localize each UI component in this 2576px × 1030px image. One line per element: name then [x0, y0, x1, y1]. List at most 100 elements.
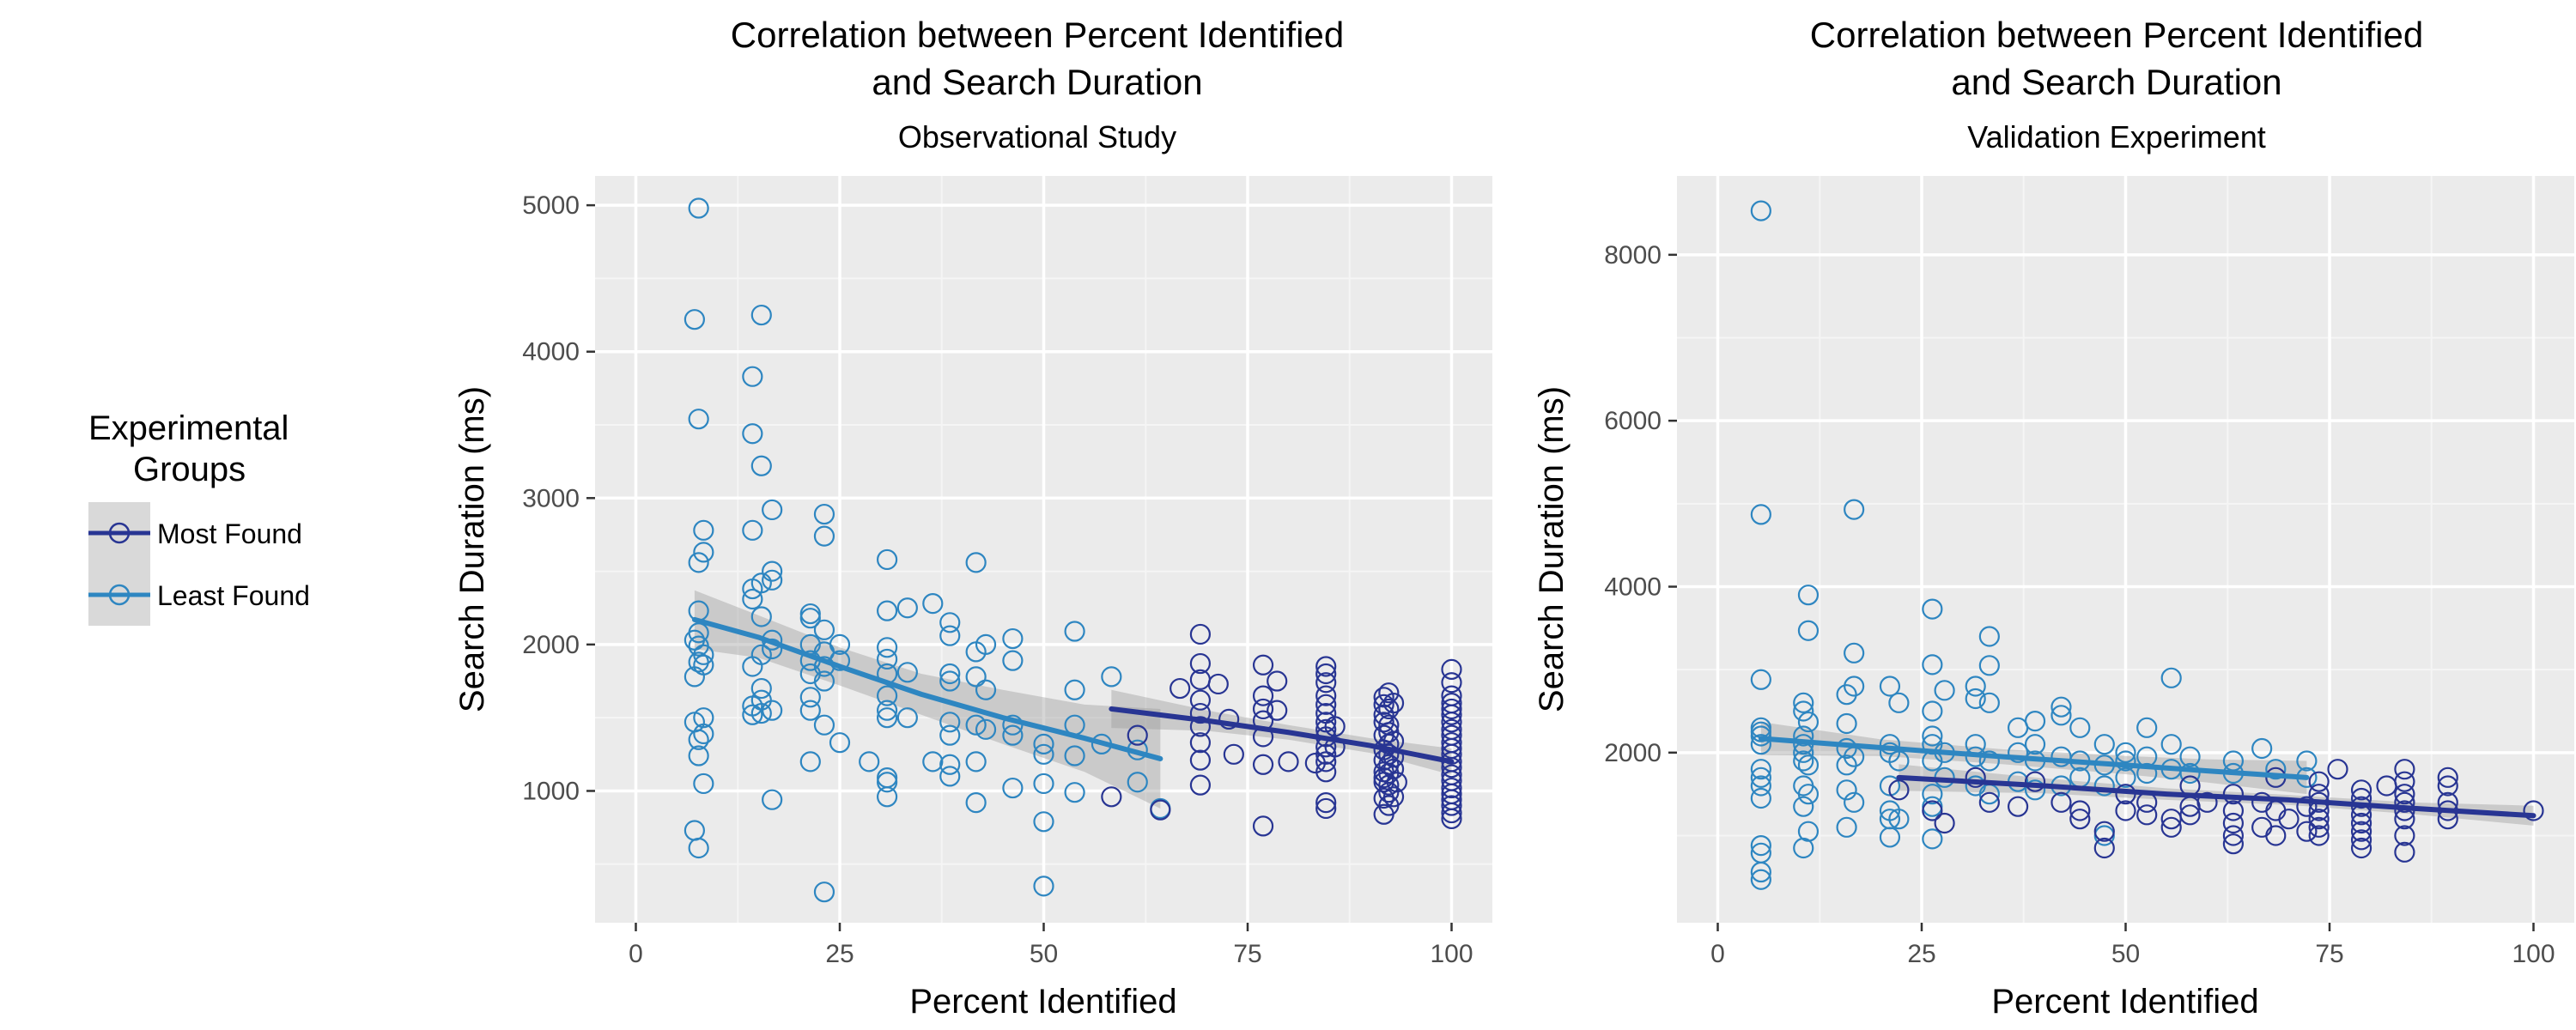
data-point	[1844, 642, 1865, 663]
data-point	[1441, 672, 1462, 694]
data-point	[876, 700, 898, 721]
axis-ticks: 0 25 50 75 100 2000 4000 6000 8000	[1604, 241, 2555, 968]
data-point	[2437, 775, 2458, 797]
data-point	[2008, 742, 2029, 763]
data-point	[1441, 658, 1462, 680]
data-point	[1002, 724, 1024, 746]
data-point	[1150, 799, 1171, 821]
data-point	[2308, 771, 2330, 792]
data-point	[1315, 792, 1337, 814]
data-point	[2222, 784, 2244, 805]
data-point	[1978, 626, 2000, 647]
data-point	[1315, 663, 1337, 685]
data-point	[799, 751, 821, 772]
data-point	[1879, 809, 1901, 830]
data-point	[2394, 759, 2415, 780]
data-point	[2050, 791, 2072, 813]
data-point	[742, 578, 763, 600]
data-point	[693, 519, 714, 541]
data-point	[829, 732, 851, 754]
data-point	[939, 612, 961, 633]
data-point	[742, 519, 763, 541]
y-tick-label: 6000	[1604, 407, 1662, 435]
trend-lines	[691, 616, 1455, 765]
data-point	[1879, 734, 1901, 755]
data-point	[896, 662, 918, 683]
data-point	[762, 499, 783, 521]
data-point	[1750, 869, 1771, 890]
data-point	[1378, 774, 1400, 796]
data-point	[1324, 716, 1346, 737]
data-point	[688, 837, 709, 859]
data-point	[1189, 749, 1212, 771]
data-point	[1793, 796, 1814, 817]
data-point	[1033, 772, 1054, 795]
data-point	[2350, 812, 2372, 834]
legend-dot-least-found-icon	[108, 584, 131, 606]
data-point	[965, 666, 987, 688]
data-point	[1373, 694, 1394, 715]
x-tick-label: 75	[1233, 940, 1261, 968]
data-point	[762, 569, 783, 591]
data-point	[2265, 825, 2287, 846]
data-point	[2024, 734, 2046, 755]
x-tick-label: 25	[825, 940, 854, 968]
data-point	[1934, 812, 1955, 834]
data-point	[2376, 775, 2397, 797]
data-point	[1189, 623, 1212, 645]
data-point	[750, 606, 772, 627]
data-point	[1441, 802, 1462, 824]
data-point	[1797, 754, 1820, 776]
data-point	[2179, 804, 2201, 826]
data-point	[2069, 800, 2091, 821]
y-axis-title: Search Duration (ms)	[453, 386, 491, 712]
data-point	[2179, 746, 2201, 767]
data-point	[683, 666, 706, 688]
data-point	[2296, 796, 2318, 817]
x-tick-label: 50	[2111, 940, 2140, 968]
data-point	[2093, 837, 2115, 859]
x-tick-label: 0	[1710, 940, 1725, 968]
data-point	[1797, 784, 1820, 805]
data-point	[2222, 812, 2244, 834]
data-point	[829, 633, 851, 655]
data-point	[693, 644, 714, 665]
data-point	[1252, 815, 1274, 837]
trend-line	[1896, 774, 2537, 819]
grid	[1677, 176, 2574, 923]
data-point	[2196, 791, 2218, 813]
y-tick-label: 5000	[522, 191, 580, 220]
data-point	[1315, 672, 1337, 694]
data-point	[688, 745, 709, 766]
panel-observational-study: Correlation between Percent Identified a…	[453, 15, 1492, 1021]
data-point	[693, 542, 714, 563]
data-point	[2350, 837, 2372, 859]
data-point	[1223, 743, 1244, 765]
data-point	[1101, 786, 1122, 808]
data-point	[2024, 779, 2046, 801]
data-point	[1064, 782, 1085, 803]
data-point	[1793, 725, 1814, 747]
data-point	[2265, 759, 2287, 780]
data-point	[939, 766, 961, 787]
data-point	[1189, 732, 1212, 754]
data-point	[2069, 717, 2091, 738]
data-point	[2008, 796, 2029, 817]
data-point	[762, 700, 783, 721]
data-point	[2394, 791, 2415, 813]
data-point	[1922, 784, 1943, 805]
data-point	[876, 786, 898, 808]
data-point	[975, 718, 997, 740]
x-tick-label: 75	[2315, 940, 2343, 968]
data-point	[1922, 725, 1943, 747]
data-point	[1965, 766, 1986, 788]
data-point	[896, 707, 918, 729]
y-tick-label: 1000	[522, 777, 580, 805]
chart-subtitle: Validation Experiment	[1967, 119, 2266, 154]
legend-entry-least-found: Least Found	[88, 564, 310, 626]
data-point	[876, 685, 898, 706]
data-point	[2024, 710, 2046, 732]
data-point	[2350, 779, 2372, 801]
data-point	[2222, 825, 2244, 846]
axis-ticks: 0 25 50 75 100 1000 2000 3000 4000 5000	[522, 191, 1473, 968]
